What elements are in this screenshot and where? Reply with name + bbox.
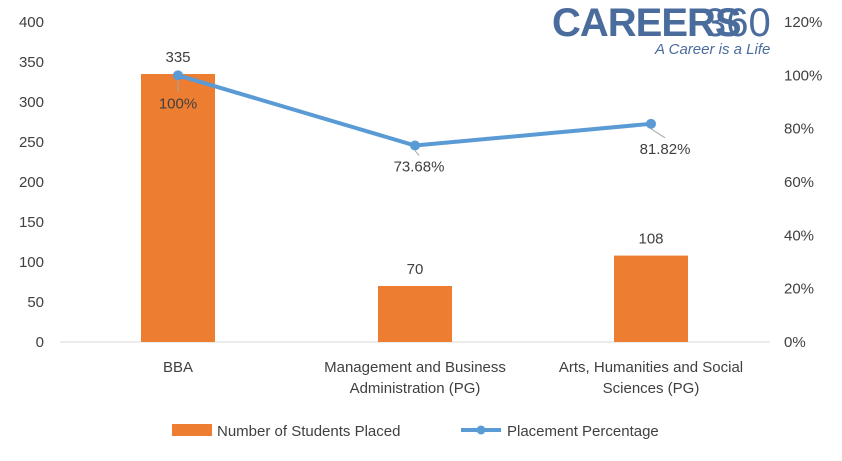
bar-data-label: 70 [407,261,424,278]
legend-line-marker [476,425,486,435]
line-point [646,118,656,129]
y-right-tick-label: 120% [784,14,822,31]
y-right-tick-label: 0% [784,334,806,351]
y-right-tick-label: 60% [784,174,814,191]
y-right-tick-label: 20% [784,281,814,298]
line-path [177,73,652,148]
brand-tagline: A Career is a Life [654,41,770,58]
category-labels: BBA Management and Business Administration… [163,359,743,397]
bar-data-label: 335 [165,49,190,66]
line-point [173,70,183,81]
brand-name: CAREERS [552,1,741,45]
leader-line [650,128,666,139]
category-label: Arts, Humanities and Social Sciences (PG) [559,359,743,397]
line-point [410,140,420,151]
y-right-tick-label: 100% [784,67,822,84]
line-data-label: 100% [159,95,197,112]
bar-data-labels: 335 70 108 [165,49,663,278]
line-data-label: 73.68% [394,159,445,176]
y-left-tick-label: 200 [19,174,44,191]
category-label-line: Sciences (PG) [603,380,700,397]
brand-logo: CAREERS 360 A Career is a Life [552,1,771,58]
leader-line [414,150,420,156]
y-left-tick-label: 250 [19,134,44,151]
bar [378,286,452,342]
category-label-line: Management and Business [324,359,506,376]
category-label-line: Administration (PG) [350,380,481,397]
y-left-tick-label: 100 [19,254,44,271]
y-left-tick-label: 300 [19,94,44,111]
line-data-label: 81.82% [640,141,691,158]
brand-number: 360 [704,1,771,45]
y-left-tick-label: 400 [19,14,44,31]
bar-data-label: 108 [638,231,663,248]
y-left-tick-label: 0 [36,334,44,351]
y-right-axis: 0% 20% 40% 60% 80% 100% 120% [784,14,822,351]
category-label-line: BBA [163,359,193,376]
y-left-tick-label: 50 [27,294,44,311]
bar-series [141,74,688,342]
y-left-tick-label: 350 [19,54,44,71]
y-right-tick-label: 80% [784,121,814,138]
y-right-tick-label: 40% [784,227,814,244]
legend-line-label: Placement Percentage [507,423,659,440]
category-label: Management and Business Administration (P… [324,359,506,397]
y-left-axis: 0 50 100 150 200 250 300 350 400 [19,14,44,351]
legend: Number of Students Placed Placement Perc… [172,423,659,440]
line-data-labels: 100% 73.68% 81.82% [159,80,691,176]
category-label: BBA [163,359,193,376]
bar [614,255,688,342]
legend-bar-label: Number of Students Placed [217,423,400,440]
category-label-line: Arts, Humanities and Social [559,359,743,376]
line-series [173,70,656,151]
y-left-tick-label: 150 [19,214,44,231]
legend-bar-swatch [172,424,212,436]
bar [141,74,215,342]
